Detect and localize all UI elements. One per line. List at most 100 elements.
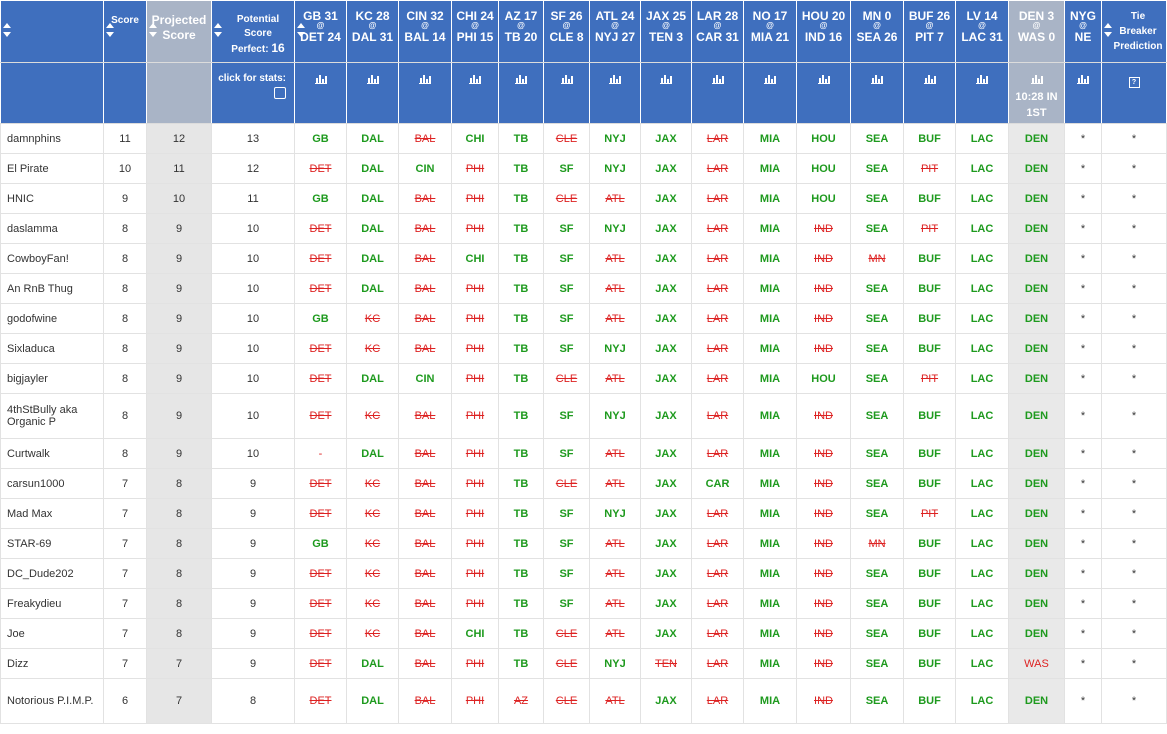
bar-chart-icon[interactable] bbox=[923, 73, 936, 84]
pick-cell: BAL bbox=[398, 393, 452, 439]
potential-score-header[interactable]: Potential Score Perfect: 16 bbox=[211, 0, 295, 63]
game-header[interactable]: CIN 32 @ BAL 14 bbox=[398, 0, 452, 63]
player-name[interactable]: An RnB Thug bbox=[0, 273, 104, 304]
pick-cell: LAC bbox=[955, 363, 1009, 394]
game-stats-cell[interactable] bbox=[640, 62, 692, 124]
game-header[interactable]: LV 14 @ LAC 31 bbox=[955, 0, 1009, 63]
game-header[interactable]: CHI 24 @ PHI 15 bbox=[451, 0, 499, 63]
game-stats-cell[interactable] bbox=[903, 62, 956, 124]
game-header[interactable]: LAR 28 @ CAR 31 bbox=[691, 0, 744, 63]
player-name[interactable]: bigjayler bbox=[0, 363, 104, 394]
player-name[interactable]: carsun1000 bbox=[0, 468, 104, 499]
bar-chart-icon[interactable] bbox=[1030, 73, 1043, 84]
game-stats-cell[interactable] bbox=[346, 62, 399, 124]
score-header[interactable]: Score bbox=[103, 0, 147, 63]
game-header[interactable]: KC 28 @ DAL 31 bbox=[346, 0, 399, 63]
player-projected-score: 9 bbox=[146, 333, 212, 364]
player-name[interactable]: daslamma bbox=[0, 213, 104, 244]
game-header[interactable]: DEN 3 @ WAS 0 bbox=[1008, 0, 1065, 63]
tie-breaker-header[interactable]: Tie Breaker Prediction bbox=[1101, 0, 1167, 63]
player-name[interactable]: DC_Dude202 bbox=[0, 558, 104, 589]
game-stats-cell[interactable] bbox=[691, 62, 744, 124]
game-header[interactable]: HOU 20 @ IND 16 bbox=[796, 0, 851, 63]
game-stats-cell[interactable] bbox=[294, 62, 347, 124]
game-stats-cell[interactable] bbox=[850, 62, 904, 124]
player-name[interactable]: Notorious P.I.M.P. bbox=[0, 678, 104, 724]
game-stats-cell[interactable] bbox=[589, 62, 641, 124]
player-name[interactable]: damnphins bbox=[0, 123, 104, 154]
pick-cell: DEN bbox=[1008, 618, 1065, 649]
bar-chart-icon[interactable] bbox=[1077, 73, 1089, 84]
bar-chart-icon[interactable] bbox=[976, 73, 988, 84]
player-name[interactable]: STAR-69 bbox=[0, 528, 104, 559]
player-name[interactable]: Freakydieu bbox=[0, 588, 104, 619]
player-name[interactable]: Curtwalk bbox=[0, 438, 104, 469]
tie-breaker-help-cell[interactable]: ? bbox=[1101, 62, 1167, 124]
bar-chart-icon[interactable] bbox=[419, 73, 431, 84]
pick-cell: MIA bbox=[743, 243, 797, 274]
bar-chart-icon[interactable] bbox=[609, 73, 621, 84]
bar-chart-icon[interactable] bbox=[515, 73, 527, 84]
tie-breaker-pick: * bbox=[1101, 558, 1167, 589]
game-stats-cell[interactable] bbox=[955, 62, 1009, 124]
pick-cell: CLE bbox=[543, 123, 590, 154]
game-stats-cell[interactable] bbox=[451, 62, 499, 124]
player-name[interactable]: CowboyFan! bbox=[0, 243, 104, 274]
game-header[interactable]: NYG @ NE bbox=[1064, 0, 1102, 63]
bar-chart-icon[interactable] bbox=[366, 73, 379, 84]
game-header[interactable]: JAX 25 @ TEN 3 bbox=[640, 0, 692, 63]
help-icon[interactable]: ? bbox=[1128, 77, 1140, 88]
click-for-stats-cell[interactable]: click for stats: bbox=[211, 62, 295, 124]
perfect-value: 16 bbox=[271, 41, 285, 55]
player-name[interactable]: Sixladuca bbox=[0, 333, 104, 364]
game-stats-cell[interactable] bbox=[796, 62, 851, 124]
bar-chart-icon[interactable] bbox=[560, 73, 573, 84]
projected-score-header[interactable]: Projected Score bbox=[146, 0, 212, 63]
pick-cell: MIA bbox=[743, 393, 797, 439]
game-header[interactable]: GB 31 @ DET 24 bbox=[294, 0, 347, 63]
game-stats-cell[interactable] bbox=[398, 62, 452, 124]
sort-arrows-icon[interactable] bbox=[3, 23, 11, 37]
sort-arrows-icon[interactable] bbox=[106, 23, 114, 37]
player-name[interactable]: godofwine bbox=[0, 303, 104, 334]
bar-chart-icon[interactable] bbox=[314, 73, 327, 84]
bar-chart-icon[interactable] bbox=[711, 73, 724, 84]
game-stats-cell[interactable] bbox=[743, 62, 797, 124]
game-header[interactable]: SF 26 @ CLE 8 bbox=[543, 0, 590, 63]
bar-chart-icon[interactable] bbox=[817, 73, 830, 84]
game-header[interactable]: NO 17 @ MIA 21 bbox=[743, 0, 797, 63]
player-name[interactable]: Mad Max bbox=[0, 498, 104, 529]
game-header[interactable]: ATL 24 @ NYJ 27 bbox=[589, 0, 641, 63]
pick-cell: MIA bbox=[743, 363, 797, 394]
game-header[interactable]: BUF 26 @ PIT 7 bbox=[903, 0, 956, 63]
pick-cell: MIA bbox=[743, 213, 797, 244]
sort-arrows-icon[interactable] bbox=[149, 23, 157, 37]
pick-cell: LAR bbox=[691, 393, 744, 439]
game-stats-cell[interactable] bbox=[498, 62, 544, 124]
player-name[interactable]: Joe bbox=[0, 618, 104, 649]
bar-chart-icon[interactable] bbox=[871, 73, 883, 84]
pick-cell: BUF bbox=[903, 558, 956, 589]
sort-arrows-icon[interactable] bbox=[1104, 23, 1112, 37]
pick-cell: DET bbox=[294, 333, 347, 364]
sort-arrows-icon[interactable] bbox=[214, 23, 222, 37]
game-stats-cell[interactable] bbox=[1064, 62, 1102, 124]
game-stats-cell[interactable]: 10:28 IN 1ST bbox=[1008, 62, 1065, 124]
game-stats-cell[interactable] bbox=[543, 62, 590, 124]
game-header[interactable]: MN 0 @ SEA 26 bbox=[850, 0, 904, 63]
player-name[interactable]: HNIC bbox=[0, 183, 104, 214]
game-header[interactable]: AZ 17 @ TB 20 bbox=[498, 0, 544, 63]
pick-cell: LAC bbox=[955, 183, 1009, 214]
at-symbol: @ bbox=[978, 21, 986, 30]
player-sort-header[interactable] bbox=[0, 0, 104, 63]
bar-chart-icon[interactable] bbox=[764, 73, 776, 84]
player-name[interactable]: Dizz bbox=[0, 648, 104, 679]
pick-cell: TB bbox=[498, 213, 544, 244]
at-symbol: @ bbox=[471, 21, 479, 30]
sort-arrows-icon[interactable] bbox=[297, 23, 305, 37]
bar-chart-icon[interactable] bbox=[660, 73, 672, 84]
bar-chart-icon[interactable] bbox=[469, 73, 481, 84]
player-score: 11 bbox=[103, 123, 147, 154]
player-name[interactable]: 4thStBully aka Organic P bbox=[0, 393, 104, 439]
player-name[interactable]: El Pirate bbox=[0, 153, 104, 184]
